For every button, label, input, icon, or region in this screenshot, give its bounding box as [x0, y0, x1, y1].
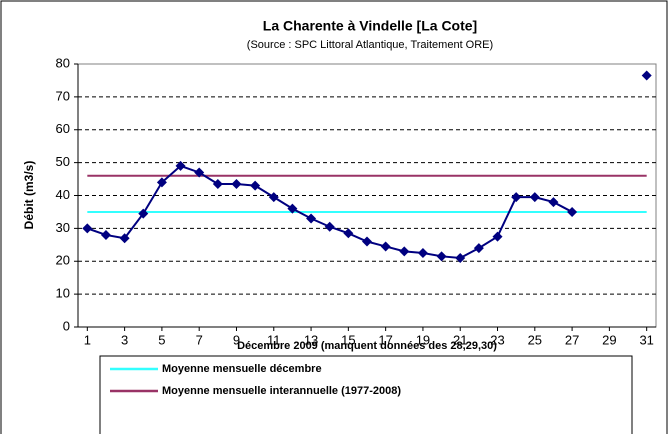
x-tick-label: 1	[84, 332, 91, 347]
legend-label: Moyenne mensuelle décembre	[162, 363, 322, 375]
marker	[436, 251, 447, 262]
marker	[82, 223, 93, 234]
chart-title: La Charente à Vindelle [La Cote]	[263, 18, 477, 34]
x-tick-label: 15	[341, 332, 355, 347]
marker	[119, 233, 130, 244]
y-tick-label: 10	[56, 286, 70, 301]
x-tick-label: 17	[378, 332, 392, 347]
marker	[492, 231, 503, 242]
marker	[138, 208, 149, 219]
y-tick-label: 30	[56, 220, 70, 235]
marker	[343, 228, 354, 239]
x-tick-label: 19	[416, 332, 430, 347]
marker	[175, 160, 186, 171]
y-tick-label: 70	[56, 88, 70, 103]
x-tick-label: 9	[233, 332, 240, 347]
marker	[306, 213, 317, 224]
x-tick-label: 27	[565, 332, 579, 347]
marker	[212, 178, 223, 189]
x-tick-label: 7	[196, 332, 203, 347]
marker	[324, 221, 335, 232]
y-tick-label: 80	[56, 55, 70, 70]
marker	[194, 167, 205, 178]
chart-subtitle: (Source : SPC Littoral Atlantique, Trait…	[247, 39, 493, 51]
x-tick-label: 31	[639, 332, 653, 347]
marker	[567, 206, 578, 217]
marker	[548, 197, 559, 208]
marker	[231, 178, 242, 189]
y-axis-label: Débit (m3/s)	[22, 161, 36, 230]
x-tick-label: 25	[528, 332, 542, 347]
marker	[100, 229, 111, 240]
y-tick-label: 20	[56, 253, 70, 268]
marker	[399, 246, 410, 257]
marker	[380, 241, 391, 252]
y-tick-label: 60	[56, 121, 70, 136]
marker	[417, 248, 428, 259]
y-tick-label: 50	[56, 154, 70, 169]
marker	[287, 203, 298, 214]
y-tick-label: 40	[56, 187, 70, 202]
marker	[362, 236, 372, 247]
legend-label: Moyenne mensuelle interannuelle (1977-20…	[162, 385, 401, 397]
marker	[473, 243, 484, 254]
marker	[156, 177, 167, 188]
x-tick-label: 13	[304, 332, 318, 347]
marker	[455, 252, 466, 263]
marker	[511, 192, 522, 203]
legend-box	[99, 355, 633, 434]
x-tick-label: 11	[267, 332, 281, 347]
x-tick-label: 21	[453, 332, 467, 347]
x-tick-label: 29	[602, 332, 616, 347]
marker	[529, 192, 540, 203]
x-axis-label: Décembre 2009 (manquent données des 28,2…	[237, 340, 497, 352]
x-tick-label: 3	[121, 332, 128, 347]
y-tick-label: 0	[63, 318, 70, 333]
x-tick-label: 5	[158, 332, 165, 347]
marker	[641, 70, 652, 81]
marker	[250, 180, 261, 191]
x-tick-label: 23	[490, 332, 504, 347]
marker	[268, 192, 279, 203]
